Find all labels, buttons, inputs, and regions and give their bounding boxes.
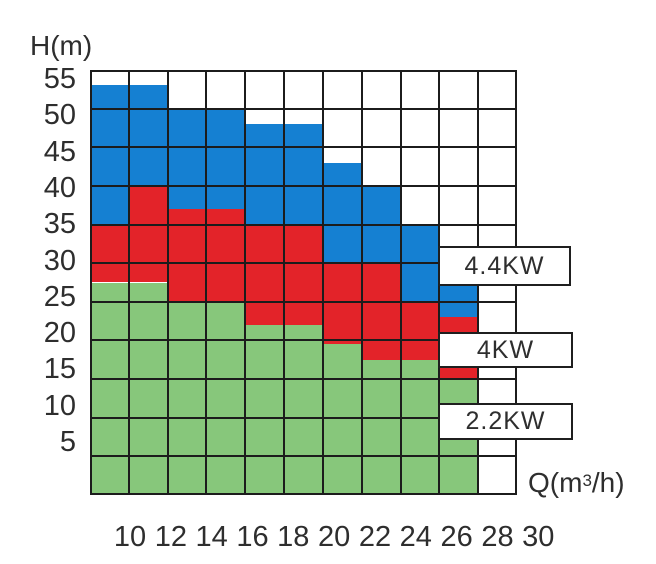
power-band-4-4kw [284,124,323,225]
x-axis-title: Q(m3/h) [528,467,625,499]
gridline-vertical [321,70,324,495]
x-tick-label: 10 [113,521,147,553]
power-band-4kw [284,224,323,325]
power-band-4-4kw [245,124,285,225]
gridline-horizontal [90,262,517,265]
power-band-2-2kw [245,325,285,495]
power-band-2-2kw [361,359,401,495]
x-axis-title-unit: /h) [591,467,625,498]
x-tick-label: 20 [318,521,351,553]
gridline-vertical [360,70,363,495]
x-tick-label: 22 [358,521,392,553]
y-tick-label: 30 [43,244,76,277]
power-band-2-2kw [284,325,323,495]
gridline-horizontal [90,70,517,72]
y-tick-label: 45 [43,135,76,168]
gridline-horizontal [90,300,517,303]
gridline-vertical [166,70,169,495]
y-tick-label: 25 [43,280,76,313]
gridline-horizontal [90,416,517,419]
x-axis-title-text: Q(m [528,467,583,498]
gridline-horizontal [90,107,517,110]
x-tick-label: 14 [195,521,228,553]
x-tick-label: 26 [440,521,473,553]
gridline-vertical [90,70,92,495]
y-tick-label: 50 [43,99,76,132]
x-axis-title-superscript: 3 [582,471,592,490]
x-tick-label: 12 [154,521,187,553]
power-band-2-2kw [206,301,246,495]
y-tick-label: 55 [43,63,76,95]
power-band-4kw [361,263,401,360]
gridline-horizontal [90,223,517,226]
power-band-2-2kw [128,282,168,495]
gridline-vertical [399,70,402,495]
gridline-horizontal [90,184,517,187]
y-axis-title: H(m) [30,30,93,61]
y-tick-label: 40 [43,171,76,204]
x-tick-label: 16 [236,521,269,553]
power-band-4-4kw [322,162,362,264]
x-tick-label: 28 [481,521,514,553]
y-tick-label: 20 [43,317,76,350]
power-band-4kw [400,301,440,360]
gridline-vertical [283,70,286,495]
power-label-box-4kw: 4KW [438,332,573,368]
power-band-2-2kw [322,344,362,495]
y-tick-label: 5 [59,426,76,458]
x-tick-label: 24 [399,521,432,553]
power-band-4kw [245,224,285,325]
y-tick-label: 10 [43,389,76,422]
gridline-vertical [205,70,208,495]
power-band-4kw [128,185,168,283]
y-tick-label: 15 [43,353,76,386]
power-band-2-2kw [400,359,440,495]
gridline-horizontal [90,339,517,342]
gridline-horizontal [90,493,517,495]
power-band-4-4kw [128,85,168,186]
gridline-vertical [127,70,130,495]
power-label-box-2-2kw: 2.2KW [438,403,573,440]
gridline-horizontal [90,146,517,149]
x-tick-label: 18 [277,521,310,553]
x-tick-label: 30 [522,521,555,553]
power-band-4-4kw [90,85,129,225]
gridline-horizontal [90,378,517,381]
power-band-4-4kw [206,108,246,210]
gridline-vertical [244,70,247,495]
power-band-4kw [90,224,129,283]
power-band-4-4kw [167,108,207,210]
gridline-horizontal [90,455,517,458]
power-band-2-2kw [90,282,129,495]
power-label-box-4-4kw: 4.4KW [438,246,571,286]
y-tick-label: 35 [43,208,76,241]
power-band-2-2kw [167,301,207,495]
power-band-4kw [322,263,362,345]
